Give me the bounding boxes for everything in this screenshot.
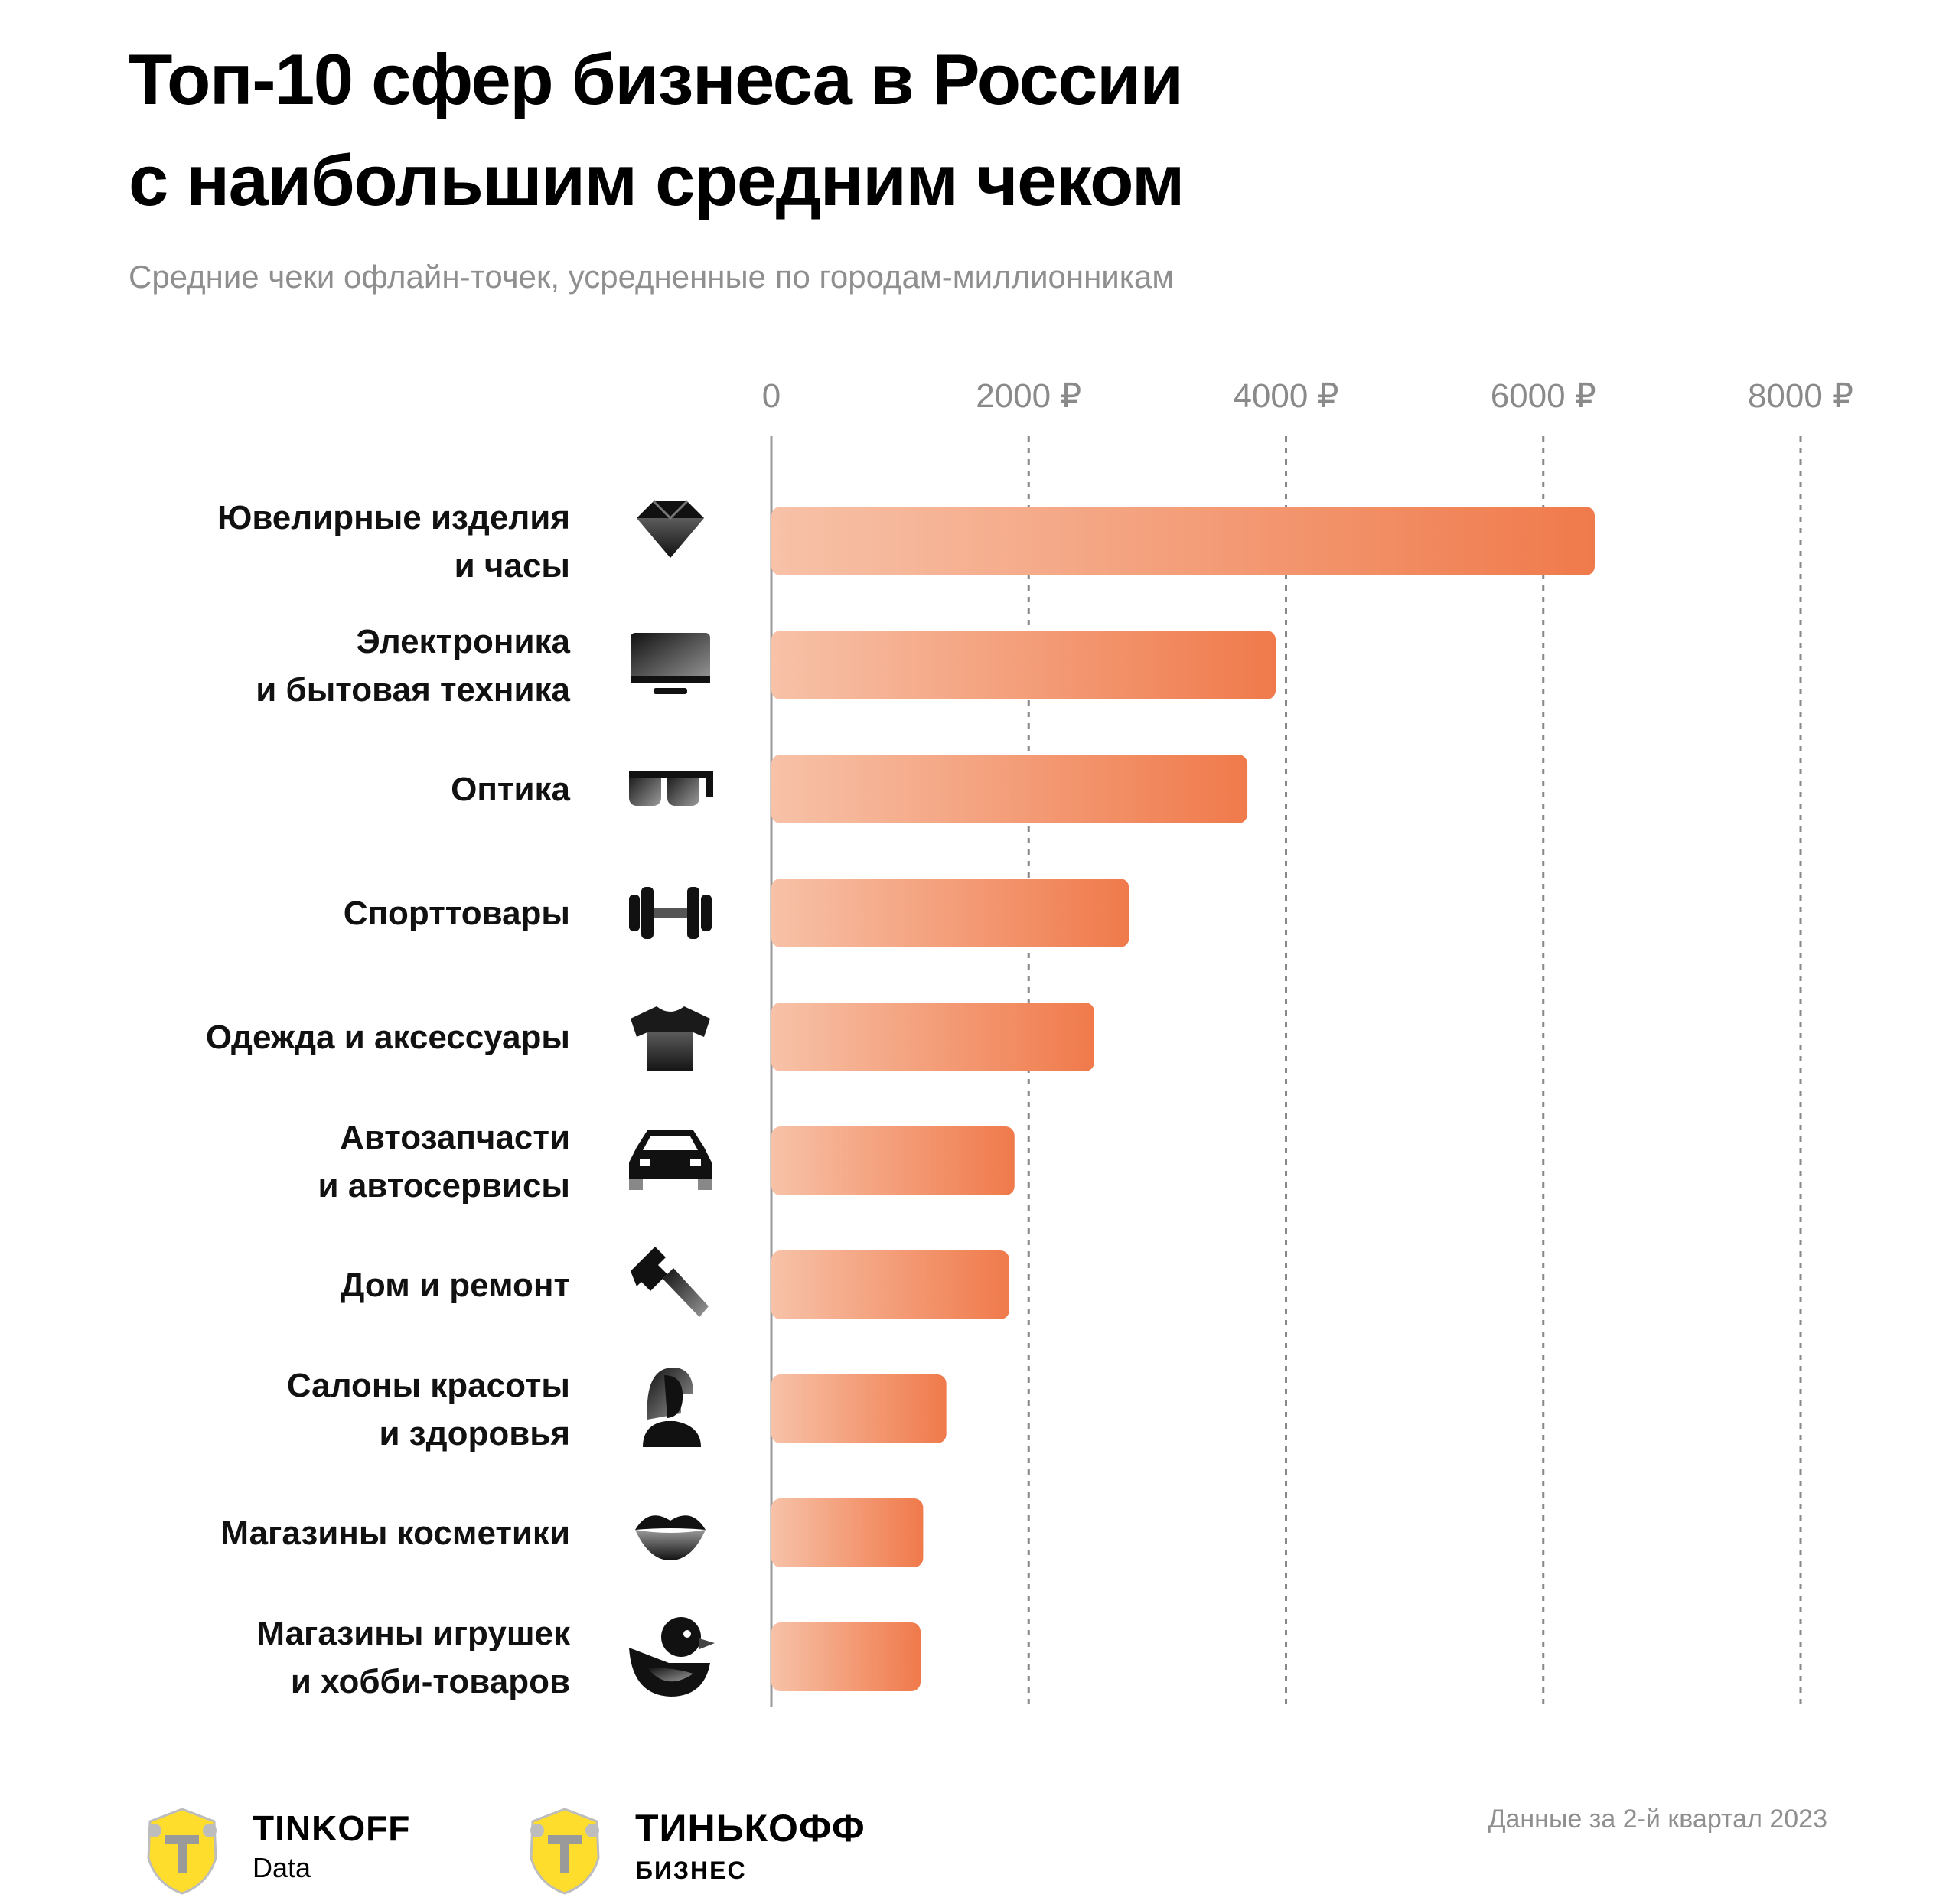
bar bbox=[771, 1622, 921, 1691]
bar bbox=[771, 1498, 924, 1567]
category-label: Салоны красоты и здоровья bbox=[287, 1367, 570, 1452]
category-label: Магазины косметики bbox=[220, 1514, 570, 1552]
bar-chart: 0 2000 ₽ 4000 ₽ 6000 ₽ 8000 ₽ Ювелирные изде… bbox=[206, 377, 1853, 1707]
brand-sub-2: БИЗНЕС bbox=[635, 1857, 747, 1884]
hammer-icon bbox=[631, 1247, 709, 1317]
category-label: Одежда и аксессуары bbox=[206, 1019, 570, 1056]
x-tick-label: 2000 ₽ bbox=[976, 377, 1081, 415]
dumbbell-icon bbox=[629, 887, 712, 939]
category-label: Электроника и бытовая техника bbox=[256, 623, 570, 709]
bar bbox=[771, 879, 1129, 947]
woman-icon bbox=[643, 1367, 701, 1447]
bar bbox=[771, 1250, 1010, 1319]
bar bbox=[771, 507, 1595, 575]
brand-name-2: ТИНЬКОФФ bbox=[635, 1807, 865, 1850]
x-tick-label: 4000 ₽ bbox=[1233, 377, 1338, 415]
bar bbox=[771, 1126, 1015, 1195]
car-icon bbox=[629, 1130, 712, 1190]
chart-subtitle: Средние чеки офлайн-точек, усредненные п… bbox=[129, 259, 1175, 295]
tinkoff-crest-icon bbox=[147, 1808, 217, 1895]
category-label: Оптика bbox=[451, 771, 570, 808]
monitor-icon bbox=[631, 633, 710, 694]
category-label: Ювелирные изделия и часы bbox=[217, 499, 570, 585]
bar bbox=[771, 631, 1276, 699]
glasses-icon bbox=[629, 771, 713, 806]
lips-icon bbox=[635, 1515, 706, 1560]
brand-sub-1: Data bbox=[253, 1852, 311, 1883]
page-title: Топ-10 сфер бизнеса в России с наибольши… bbox=[129, 29, 1185, 231]
category-label: Магазины игрушек и хобби-товаров bbox=[256, 1615, 571, 1700]
category-label: Автозапчасти и автосервисы bbox=[318, 1119, 570, 1205]
title-line-2: с наибольшим средним чеком bbox=[129, 140, 1185, 220]
x-tick-label: 0 bbox=[762, 377, 781, 415]
brand-name-1: TINKOFF bbox=[253, 1808, 411, 1848]
title-line-1: Топ-10 сфер бизнеса в России bbox=[129, 39, 1184, 119]
category-label: Спорттовары bbox=[344, 895, 570, 932]
duck-icon bbox=[629, 1617, 715, 1697]
tshirt-icon bbox=[631, 1006, 710, 1071]
data-period-note: Данные за 2-й квартал 2023 bbox=[1488, 1805, 1827, 1834]
diamond-icon bbox=[637, 500, 704, 558]
bar bbox=[771, 1374, 947, 1443]
x-tick-label: 6000 ₽ bbox=[1491, 377, 1596, 415]
x-tick-label: 8000 ₽ bbox=[1748, 377, 1853, 415]
category-label: Дом и ремонт bbox=[341, 1267, 570, 1304]
tinkoff-crest-icon bbox=[530, 1808, 600, 1895]
bar bbox=[771, 755, 1248, 823]
bar bbox=[771, 1003, 1094, 1071]
